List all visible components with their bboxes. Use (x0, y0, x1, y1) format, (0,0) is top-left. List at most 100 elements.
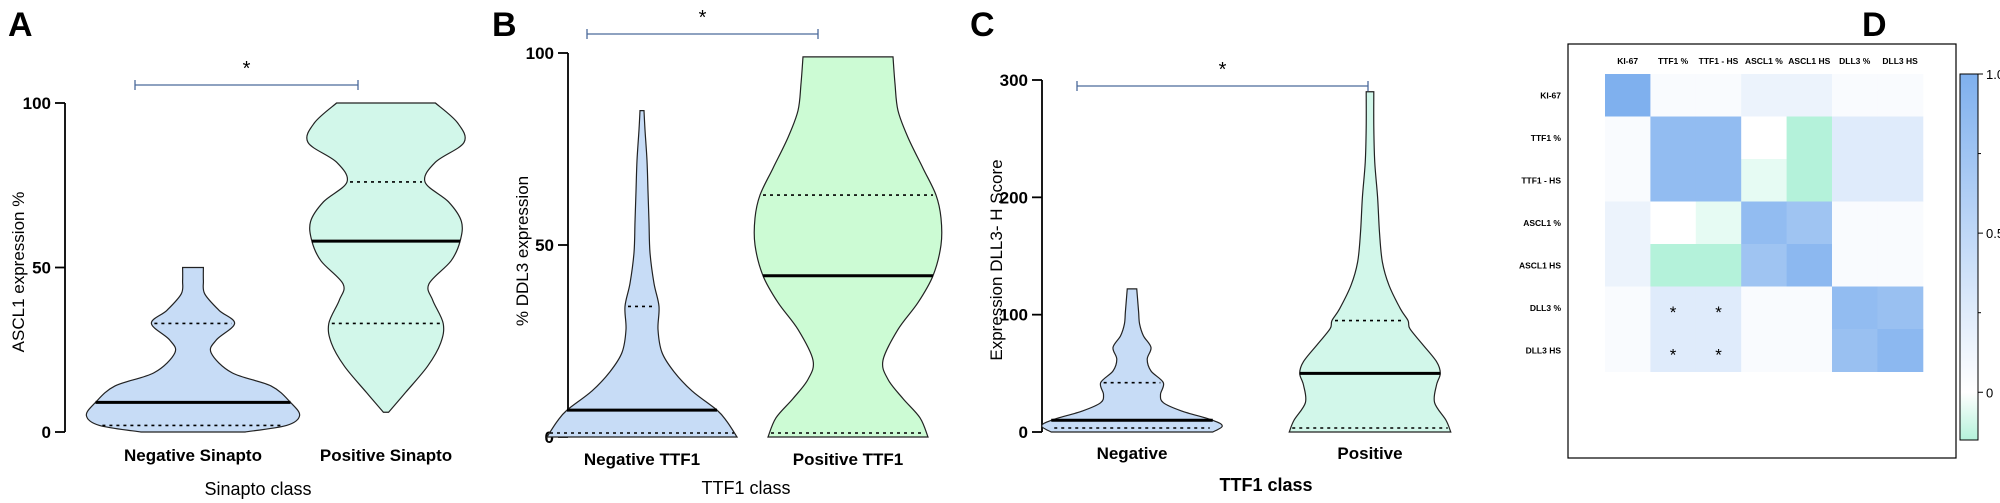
significance-marker: * (1219, 59, 1227, 81)
category-label: Negative (1097, 444, 1168, 463)
heatmap-cell (1695, 244, 1742, 287)
violins: Negative Sinapto Positive Sinapto (85, 102, 466, 465)
panel-letter: C (970, 6, 995, 44)
heatmap-cell (1695, 329, 1742, 372)
significance-marker: * (243, 58, 251, 80)
heatmap-column-label: TTF1 % (1658, 56, 1689, 66)
y-tick-label: 0 (42, 423, 51, 442)
significance-marker: * (1715, 303, 1722, 322)
heatmap-cell (1605, 329, 1651, 372)
heatmap-cell (1832, 74, 1878, 117)
heatmap-row-label: ASCL1 % (1523, 218, 1561, 228)
y-tick-label: 50 (535, 236, 554, 255)
heatmap-cell (1786, 329, 1833, 372)
x-axis-label: Sinapto class (204, 479, 311, 499)
colorbar-bar (1959, 73, 1979, 441)
category-label: Positive Sinapto (320, 446, 452, 465)
y-tick-label: 100 (23, 94, 51, 113)
heatmap-column-label: KI-67 (1617, 56, 1638, 66)
heatmap-row-label: DLL3 HS (1526, 345, 1562, 355)
heatmap-cell (1741, 116, 1788, 160)
violins: Negative TTF1 Positive TTF1 (545, 56, 943, 469)
heatmap-cell (1741, 74, 1788, 117)
heatmap-cell (1786, 244, 1833, 287)
heatmap-cell (1695, 74, 1742, 117)
heatmap-cell (1877, 329, 1924, 372)
heatmap-cell (1650, 74, 1697, 117)
heatmap-column-label: ASCL1 % (1745, 56, 1783, 66)
violin-positive (306, 102, 466, 413)
violin-positive (1288, 91, 1452, 433)
violins: Negative Positive (1041, 91, 1452, 463)
heatmap-cell (1877, 286, 1924, 330)
heatmap-cell (1832, 116, 1878, 160)
heatmap-cell (1786, 286, 1833, 330)
heatmap-cell (1832, 244, 1878, 287)
heatmap-cell (1650, 201, 1697, 245)
panel-letter: D (1862, 6, 1887, 44)
heatmap-cell (1605, 159, 1651, 202)
violin-negative (85, 266, 301, 433)
y-tick-label: 0 (1019, 423, 1028, 442)
significance-bracket: * (134, 58, 359, 90)
violin-positive (753, 56, 943, 438)
heatmap-cell (1741, 159, 1788, 202)
heatmap-row-label: DLL3 % (1530, 303, 1562, 313)
heatmap-row-label: ASCL1 HS (1519, 260, 1561, 270)
y-axis: 0 50 100 (23, 94, 66, 442)
heatmap-cell (1832, 286, 1878, 330)
heatmap-cell (1605, 286, 1651, 330)
y-axis-label: Expression DLL3- H Score (987, 159, 1006, 360)
heatmap-cell (1741, 329, 1788, 372)
colorbar-tick-label: 0.5 (1986, 226, 2000, 241)
heatmap-cell (1695, 116, 1742, 160)
violin-negative (1041, 288, 1223, 433)
significance-bracket: * (586, 7, 819, 39)
heatmap-cell (1786, 74, 1833, 117)
heatmap-row-label: KI-67 (1540, 90, 1561, 100)
category-label: Positive TTF1 (793, 450, 904, 469)
y-tick-label: 100 (526, 44, 554, 63)
y-tick-label: 300 (1000, 71, 1028, 90)
heatmap-row-label: TTF1 - HS (1521, 175, 1561, 185)
heatmap-cell (1605, 116, 1651, 160)
heatmap-cell (1650, 116, 1697, 160)
significance-marker: * (699, 7, 707, 29)
x-axis-label: TTF1 class (701, 478, 790, 498)
heatmap-cell (1786, 116, 1833, 160)
heatmap-cell (1877, 244, 1924, 287)
panel-d: D KI-67 TTF1 % TTF1 - HS ASCL1 % ASCL1 HS DLL… (1519, 6, 2000, 459)
panel-c: C 0 100 200 300 Negative Positive * Expressi… (970, 6, 1452, 495)
panel-letter: B (492, 6, 517, 44)
heatmap-cell (1877, 74, 1924, 117)
heatmap-cell (1832, 329, 1878, 372)
heatmap-cell (1741, 201, 1788, 245)
violin-negative (545, 110, 739, 438)
y-tick-label: 50 (32, 259, 51, 278)
heatmap-column-label: DLL3 % (1839, 56, 1871, 66)
heatmap-cell (1650, 159, 1697, 202)
heatmap-cell (1650, 329, 1697, 372)
heatmap-cell (1650, 286, 1697, 330)
heatmap-column-label: TTF1 - HS (1699, 56, 1739, 66)
colorbar: 1.0 0.5 0 (1959, 67, 2000, 441)
heatmap-cell (1786, 201, 1833, 245)
heatmap-column-label: DLL3 HS (1882, 56, 1918, 66)
heatmap-cell (1650, 244, 1697, 287)
heatmap-row-label: TTF1 % (1531, 133, 1562, 143)
significance-marker: * (1670, 345, 1677, 364)
heatmap: KI-67 TTF1 % TTF1 - HS ASCL1 % ASCL1 HS DLL3 … (1519, 56, 1924, 372)
y-axis-label: ASCL1 expression % (9, 192, 28, 353)
category-label: Negative Sinapto (124, 446, 262, 465)
panel-letter: A (8, 6, 33, 44)
heatmap-cell (1695, 286, 1742, 330)
heatmap-cell (1605, 74, 1651, 117)
heatmap-cell (1741, 244, 1788, 287)
y-axis-label: % DDL3 expression (513, 176, 532, 326)
x-axis-label: TTF1 class (1219, 475, 1312, 495)
colorbar-tick-label: 0 (1986, 385, 1993, 400)
panel-a: A 0 50 100 Negative Sinapto Positive Sinapt… (8, 6, 466, 499)
heatmap-cell (1832, 159, 1878, 202)
